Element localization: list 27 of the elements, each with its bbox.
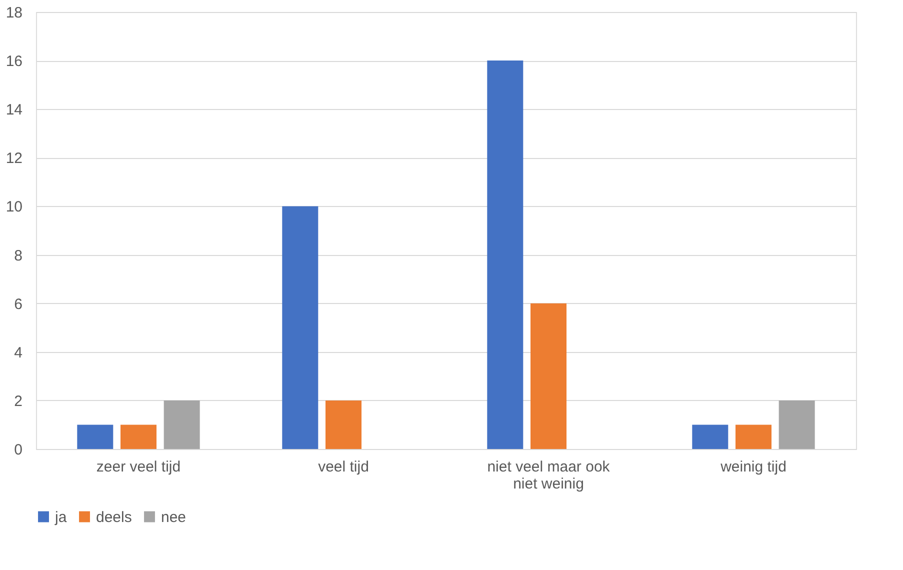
bar <box>326 400 362 449</box>
bar <box>778 400 815 449</box>
y-tick-label: 8 <box>14 247 22 264</box>
bar <box>282 206 318 449</box>
bar <box>530 303 566 449</box>
legend-label: ja <box>54 508 68 526</box>
x-tick-label: veel tijd <box>318 458 369 476</box>
y-tick-label: 14 <box>6 102 22 119</box>
y-tick-label: 0 <box>14 442 22 458</box>
y-tick-label: 16 <box>6 53 22 70</box>
y-tick-label: 10 <box>6 198 22 216</box>
y-tick-label: 2 <box>14 392 22 410</box>
bar <box>692 424 728 449</box>
bar <box>77 424 114 449</box>
x-tick-label: weinig tijd <box>720 458 786 476</box>
bar <box>487 60 524 449</box>
x-tick-label: zeer veel tijd <box>96 458 181 476</box>
bar <box>120 424 156 449</box>
y-tick-label: 6 <box>14 296 22 313</box>
legend-label: nee <box>161 508 186 526</box>
x-tick-label: niet veel maar ook niet weinig <box>487 458 610 492</box>
legend-label: deels <box>96 508 132 526</box>
y-tick-label: 12 <box>6 150 22 168</box>
y-tick-label: 18 <box>6 4 22 22</box>
bar <box>736 424 772 449</box>
y-tick-label: 4 <box>14 344 22 362</box>
bar <box>164 400 200 449</box>
